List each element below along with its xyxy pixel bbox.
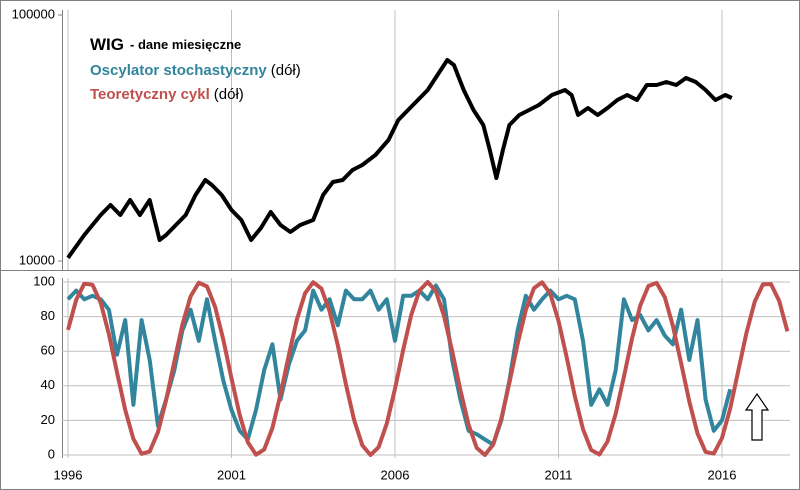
x-tick-label: 2016 [708,467,737,482]
arrow-icon [744,392,770,441]
legend-entry: Teoretyczny cykl (dół) [90,86,244,103]
legend-entry: Oscylator stochastyczny (dół) [90,62,301,79]
y-tick-label: 0 [48,446,55,461]
y-tick-label: 40 [41,377,55,392]
y-tick-label: 100 [33,273,55,288]
legend-label: Oscylator stochastyczny [90,62,267,79]
data-line [66,58,733,259]
legend-note: (dół) [271,62,301,79]
y-tick-label: 80 [41,308,55,323]
chart-title: WIG - dane miesięczne [90,35,241,54]
data-line [66,280,790,457]
title-sub: - dane miesięczne [130,37,241,52]
y-tick-label: 10000 [19,252,55,267]
y-tick-label: 100000 [12,6,55,21]
x-tick-label: 2006 [381,467,410,482]
x-tick-label: 2001 [217,467,246,482]
plot-layer: 10000 100000 1996 2001 2006 2011 2016 0 20 40 60 80… [12,6,790,482]
title-main: WIG [90,35,124,54]
y-tick-label: 20 [41,412,55,427]
legend-label: Teoretyczny cykl [90,86,210,103]
y-tick-label: 60 [41,343,55,358]
x-tick-label: 1996 [54,467,83,482]
legend-note: (dół) [214,86,244,103]
x-tick-label: 2011 [545,467,573,482]
